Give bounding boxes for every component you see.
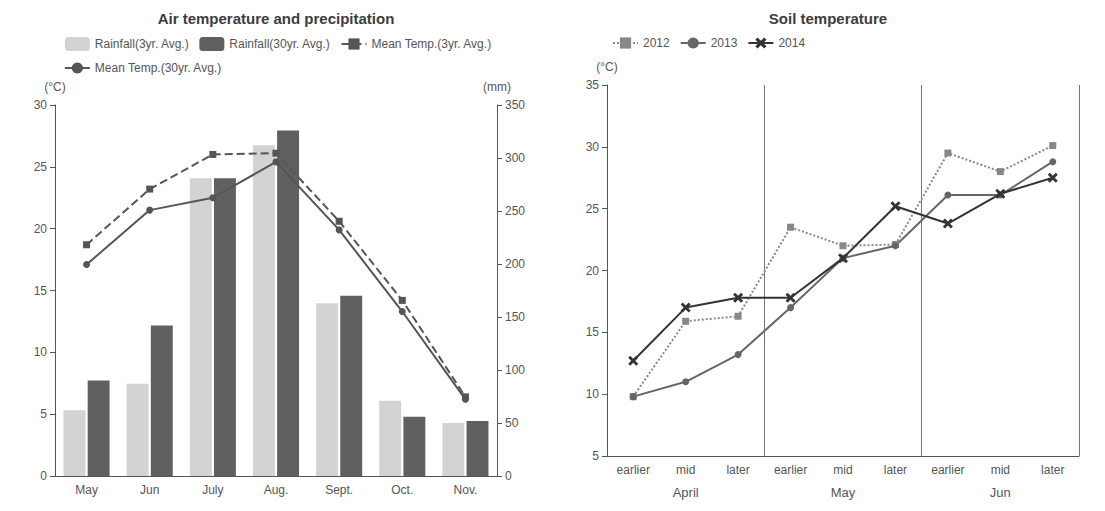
svg-text:2012: 2012 xyxy=(643,36,670,50)
svg-text:2013: 2013 xyxy=(711,36,738,50)
svg-text:20: 20 xyxy=(34,222,48,236)
svg-text:earlier: earlier xyxy=(931,463,964,477)
svg-text:Oct.: Oct. xyxy=(391,483,413,497)
svg-text:Jun: Jun xyxy=(990,485,1011,500)
svg-text:25: 25 xyxy=(586,202,600,216)
svg-text:Air temperature and precipitat: Air temperature and precipitation xyxy=(158,10,395,27)
svg-text:10: 10 xyxy=(34,345,48,359)
svg-text:30: 30 xyxy=(586,140,600,154)
svg-text:20: 20 xyxy=(586,264,600,278)
svg-text:15: 15 xyxy=(586,325,600,339)
svg-text:(mm): (mm) xyxy=(483,80,511,94)
svg-text:May: May xyxy=(75,483,98,497)
svg-text:earlier: earlier xyxy=(774,463,807,477)
svg-text:later: later xyxy=(884,463,907,477)
svg-text:50: 50 xyxy=(505,416,519,430)
svg-text:300: 300 xyxy=(505,151,525,165)
svg-text:Sept.: Sept. xyxy=(325,483,353,497)
svg-text:25: 25 xyxy=(34,160,48,174)
svg-text:May: May xyxy=(831,485,856,500)
svg-text:Mean Temp.(30yr. Avg.): Mean Temp.(30yr. Avg.) xyxy=(95,61,221,75)
svg-text:100: 100 xyxy=(505,363,525,377)
svg-text:Rainfall(30yr. Avg.): Rainfall(30yr. Avg.) xyxy=(229,37,330,51)
svg-text:5: 5 xyxy=(40,407,47,421)
svg-text:5: 5 xyxy=(592,449,599,463)
svg-text:2014: 2014 xyxy=(778,36,805,50)
svg-text:April: April xyxy=(673,485,699,500)
svg-text:30: 30 xyxy=(34,98,48,112)
svg-text:(°C): (°C) xyxy=(44,80,65,94)
svg-text:(°C): (°C) xyxy=(596,60,617,74)
svg-text:15: 15 xyxy=(34,284,48,298)
svg-text:200: 200 xyxy=(505,257,525,271)
svg-text:later: later xyxy=(1041,463,1064,477)
svg-text:Rainfall(3yr. Avg.): Rainfall(3yr. Avg.) xyxy=(95,37,189,51)
svg-text:later: later xyxy=(726,463,749,477)
svg-text:250: 250 xyxy=(505,204,525,218)
svg-text:Aug.: Aug. xyxy=(264,483,289,497)
svg-text:mid: mid xyxy=(833,463,852,477)
svg-text:mid: mid xyxy=(991,463,1010,477)
svg-text:0: 0 xyxy=(505,469,512,483)
svg-text:Mean Temp.(3yr. Avg.): Mean Temp.(3yr. Avg.) xyxy=(372,37,492,51)
svg-text:Jun: Jun xyxy=(140,483,159,497)
svg-text:Soil temperature: Soil temperature xyxy=(769,10,887,27)
svg-text:150: 150 xyxy=(505,310,525,324)
svg-text:July: July xyxy=(202,483,223,497)
svg-text:earlier: earlier xyxy=(617,463,650,477)
svg-text:mid: mid xyxy=(676,463,695,477)
svg-text:0: 0 xyxy=(40,469,47,483)
svg-text:10: 10 xyxy=(586,387,600,401)
svg-text:Nov.: Nov. xyxy=(454,483,478,497)
svg-text:350: 350 xyxy=(505,98,525,112)
svg-text:35: 35 xyxy=(586,78,600,92)
